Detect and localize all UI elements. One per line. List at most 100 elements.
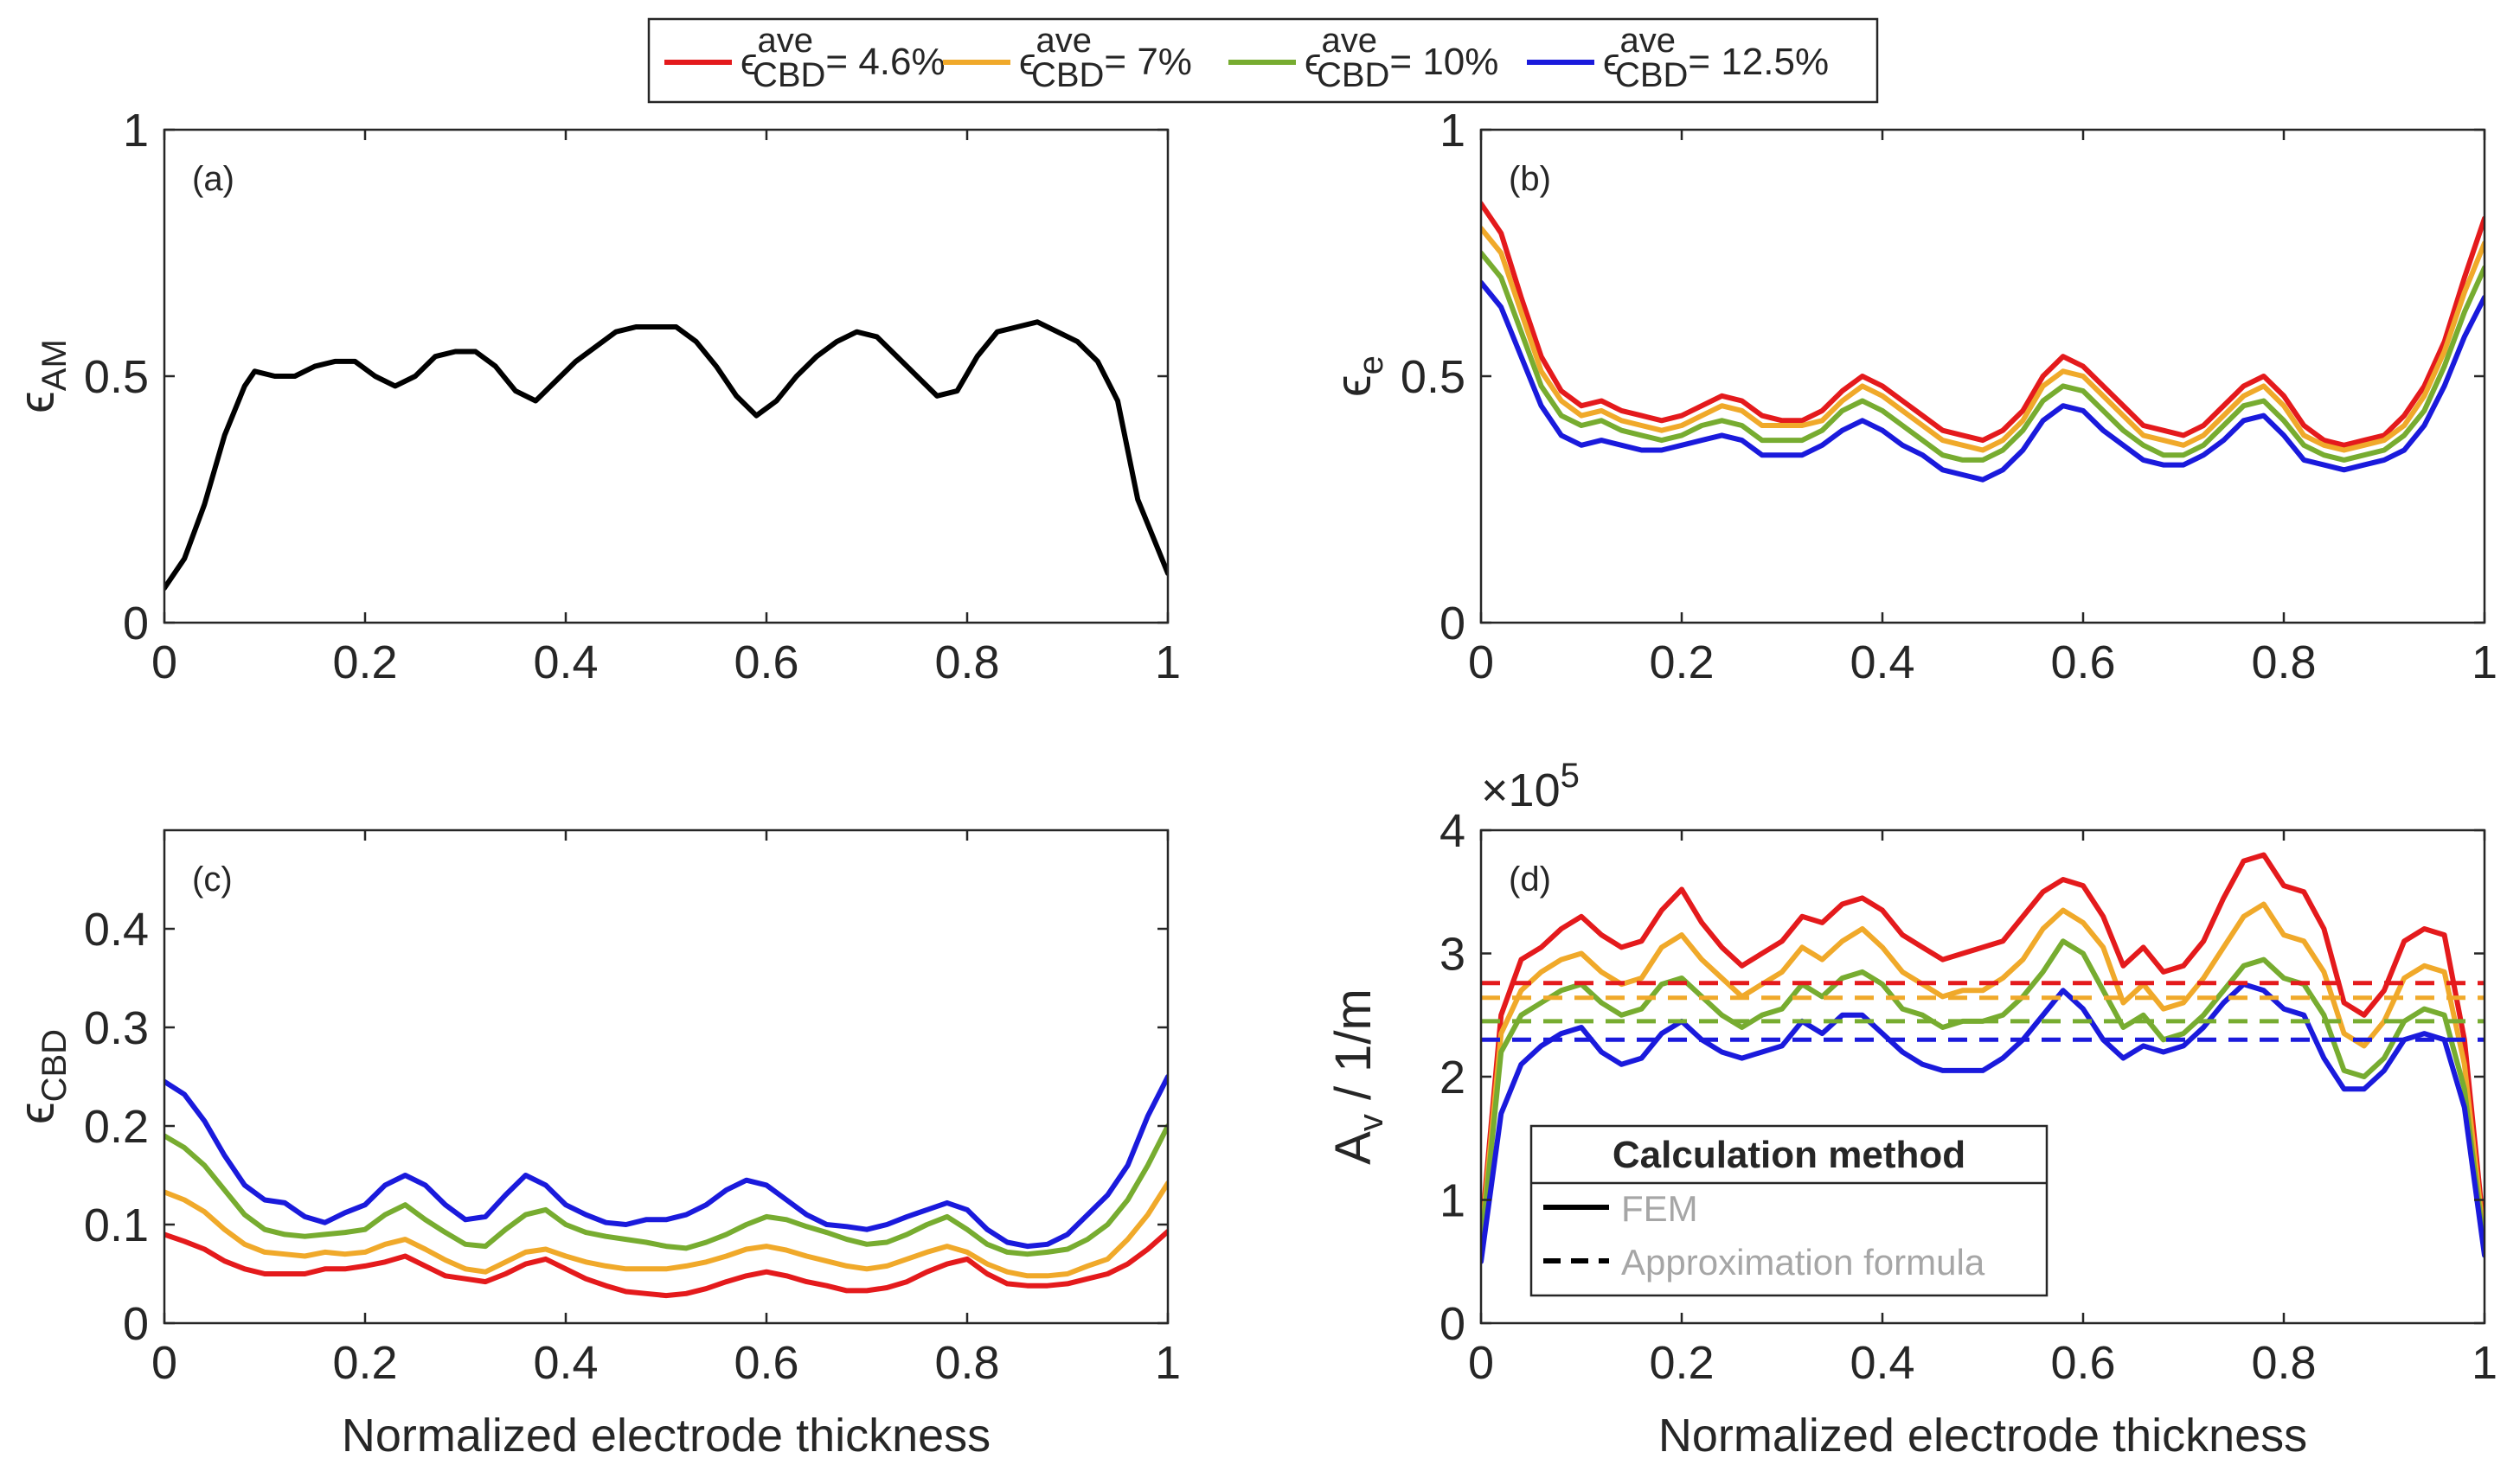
x-tick-label: 0 — [1468, 1337, 1494, 1389]
panel-b: 0 0.2 0.4 0.6 0.8 1 0 0.5 1 (b) ϵe — [1325, 105, 2497, 688]
y-axis-symbol: ϵ — [9, 1102, 65, 1124]
legend-value: = 10% — [1389, 41, 1498, 83]
series-line-7-fem — [1481, 901, 2485, 1246]
x-tick-label: 0.6 — [734, 636, 798, 688]
series-line-10- — [1481, 250, 2485, 463]
panel-a: 0 0.2 0.4 0.6 0.8 1 0 0.5 1 (a) ϵAM — [9, 105, 1181, 688]
legend-subscript: CBD — [753, 56, 825, 94]
y-tick-label: 4 — [1439, 805, 1465, 857]
y-tick-label: 1 — [1439, 105, 1465, 157]
series-line-10- — [164, 1123, 1168, 1257]
y-tick-label: 0.1 — [84, 1199, 149, 1251]
y-axis-subscript: CBD — [35, 1029, 74, 1102]
legend-subscript: CBD — [1317, 56, 1389, 94]
y-axis-label: ϵAM — [9, 339, 74, 413]
series-group — [1481, 852, 2485, 1264]
legend-subscript: CBD — [1615, 56, 1688, 94]
series-line-7- — [164, 1180, 1168, 1279]
y-axis-subscript: AM — [35, 339, 74, 391]
legend-value: = 7% — [1104, 41, 1192, 83]
y-tick-label: 0.5 — [84, 351, 149, 403]
legend-superscript: ave — [1036, 22, 1092, 60]
method-legend: Calculation method FEM Approximation formu… — [1529, 1124, 2049, 1297]
x-tick-label: 0.8 — [934, 636, 999, 688]
y-axis-subscript: e — [1352, 355, 1390, 374]
legend-symbol: ϵ — [1305, 41, 1321, 83]
top-legend: ϵave CBD= 4.6% ϵave CBD= 7% ϵave CBD= 10% ϵave… — [647, 17, 1879, 104]
x-tick-label: 0.8 — [934, 1337, 999, 1389]
legend-entry: ϵave CBD= 4.6% — [741, 22, 946, 94]
y-tick-label: 0 — [123, 1298, 149, 1350]
x-tick-label: 0.4 — [533, 1337, 598, 1389]
y-tick-label: 1 — [1439, 1175, 1465, 1227]
x-tick-label: 1 — [2472, 1337, 2497, 1389]
y-tick-label: 3 — [1439, 929, 1465, 981]
legend-superscript: ave — [1619, 22, 1676, 60]
legend-subscript: CBD — [1031, 56, 1104, 94]
series-line-12-5-fem — [1481, 982, 2485, 1264]
legend-superscript: ave — [1321, 22, 1377, 60]
x-tick-label: 0.4 — [533, 636, 598, 688]
y-tick-label: 0.2 — [84, 1101, 149, 1153]
y-tick-label: 1 — [123, 105, 149, 157]
y-axis-subscript: v — [1352, 1114, 1390, 1131]
y-axis-label: ϵe — [1325, 355, 1390, 397]
panel-label: (d) — [1509, 860, 1551, 899]
panel-d: 0 0.2 0.4 0.6 0.8 1 0 1 2 3 4 (d) Av / 1/m Normalized… — [1325, 757, 2497, 1462]
series-line-4-6-fem — [1481, 852, 2485, 1240]
panel-label: (b) — [1509, 160, 1551, 198]
series-group — [164, 1074, 1168, 1299]
y-tick-label: 0.4 — [84, 904, 149, 956]
x-tick-label: 0.8 — [2251, 1337, 2316, 1389]
method-legend-label: FEM — [1621, 1188, 1698, 1229]
y-tick-label: 0 — [123, 598, 149, 649]
axis-exponent-base: ×10 — [1481, 764, 1561, 816]
y-tick-label: 0.3 — [84, 1002, 149, 1054]
panel-c: 0 0.2 0.4 0.6 0.8 1 0 0.1 0.2 0.3 0.4 (c) ϵCBD Normal… — [9, 828, 1181, 1462]
x-tick-label: 0.2 — [332, 1337, 397, 1389]
y-tick-label: 2 — [1439, 1052, 1465, 1103]
y-axis-symbol: A — [1325, 1131, 1382, 1165]
axis-exponent: ×105 — [1481, 757, 1580, 816]
legend-symbol: ϵ — [741, 41, 757, 83]
legend-superscript: ave — [757, 22, 813, 60]
series-line-7- — [1481, 226, 2485, 453]
panel-label: (c) — [192, 860, 233, 899]
series-line--am — [164, 319, 1168, 592]
y-tick-label: 0 — [1439, 598, 1465, 649]
series-line-4-6- — [164, 1229, 1168, 1299]
y-axis-symbol: ϵ — [9, 391, 65, 413]
x-tick-label: 0.2 — [1649, 1337, 1714, 1389]
x-tick-label: 0.2 — [1649, 636, 1714, 688]
x-tick-label: 0.4 — [1850, 636, 1914, 688]
x-tick-label: 0.4 — [1850, 1337, 1914, 1389]
x-axis-label: Normalized electrode thickness — [342, 1410, 991, 1462]
y-axis-symbol: ϵ — [1325, 374, 1382, 397]
method-legend-title: Calculation method — [1613, 1134, 1965, 1176]
method-legend-box — [1529, 1124, 2049, 1297]
legend-entry: ϵave CBD= 12.5% — [1603, 22, 1829, 94]
x-tick-label: 0 — [1468, 636, 1494, 688]
x-tick-label: 0.6 — [2050, 636, 2115, 688]
axes-frame — [163, 828, 1170, 1325]
x-tick-label: 0 — [151, 1337, 177, 1389]
series-group — [164, 319, 1168, 592]
x-tick-label: 0.6 — [2050, 1337, 2115, 1389]
series-line-12-5- — [164, 1074, 1168, 1250]
legend-symbol: ϵ — [1019, 41, 1036, 83]
panel-label: (a) — [192, 160, 234, 198]
legend-value: = 12.5% — [1688, 41, 1829, 83]
x-tick-label: 0.2 — [332, 636, 397, 688]
method-legend-label: Approximation formula — [1621, 1242, 1985, 1283]
series-line-4-6- — [1481, 201, 2485, 448]
x-tick-label: 0.6 — [734, 1337, 798, 1389]
legend-symbol: ϵ — [1603, 41, 1619, 83]
x-tick-label: 1 — [1155, 1337, 1181, 1389]
x-tick-label: 0 — [151, 636, 177, 688]
y-tick-label: 0 — [1439, 1298, 1465, 1350]
y-axis-unit: / 1/m — [1325, 988, 1382, 1114]
y-axis-label: ϵCBD — [9, 1029, 74, 1124]
legend-entry: ϵave CBD= 10% — [1305, 22, 1498, 94]
legend-value: = 4.6% — [825, 41, 945, 83]
